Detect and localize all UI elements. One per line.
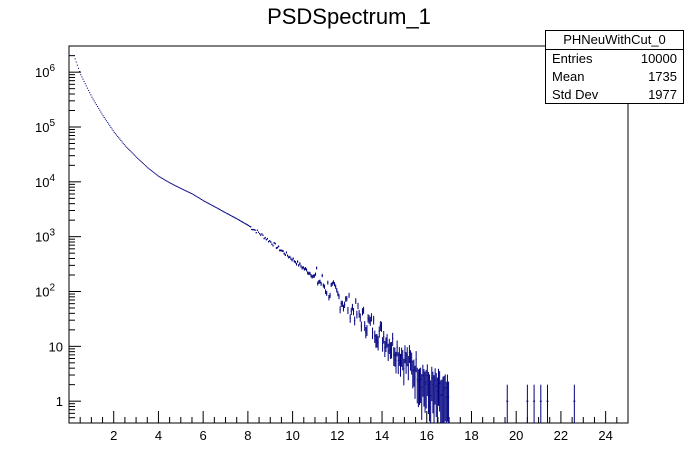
stats-label: Std Dev [552, 87, 599, 102]
x-tick-label: 20 [509, 428, 523, 443]
x-tick-label: 4 [155, 428, 162, 443]
stats-value: 1977 [648, 87, 677, 102]
stats-row-mean: Mean 1735 [546, 68, 683, 86]
x-tick-label: 14 [375, 428, 389, 443]
histogram-series [73, 55, 576, 423]
stats-label: Mean [552, 69, 585, 84]
x-tick-label: 16 [420, 428, 434, 443]
stats-row-stddev: Std Dev 1977 [546, 86, 683, 104]
x-axis: 2 4 6 8 10 12 14 16 18 20 22 24 [79, 411, 618, 443]
y-axis: 1 10 102 103 104 105 106 [35, 45, 81, 424]
y-tick-label: 104 [35, 173, 55, 190]
y-tick-label: 1 [56, 394, 63, 409]
stats-box: PHNeuWithCut_0 Entries 10000 Mean 1735 S… [545, 30, 684, 104]
x-tick-label: 12 [330, 428, 344, 443]
y-tick-label: 102 [35, 283, 55, 300]
y-tick-label: 10 [49, 339, 63, 354]
x-tick-label: 8 [244, 428, 251, 443]
y-tick-label: 105 [35, 118, 55, 135]
x-tick-label: 2 [110, 428, 117, 443]
y-tick-label: 103 [35, 228, 55, 245]
stats-value: 10000 [640, 51, 677, 66]
stats-row-entries: Entries 10000 [546, 50, 683, 68]
chart-title: PSDSpectrum_1 [267, 4, 431, 29]
stats-value: 1735 [648, 69, 677, 84]
x-tick-label: 22 [554, 428, 568, 443]
y-tick-label: 106 [35, 63, 55, 80]
x-tick-label: 18 [464, 428, 478, 443]
stats-box-title: PHNeuWithCut_0 [546, 31, 683, 50]
x-tick-label: 10 [285, 428, 299, 443]
x-tick-label: 24 [598, 428, 612, 443]
x-tick-label: 6 [200, 428, 207, 443]
stats-label: Entries [552, 51, 593, 66]
